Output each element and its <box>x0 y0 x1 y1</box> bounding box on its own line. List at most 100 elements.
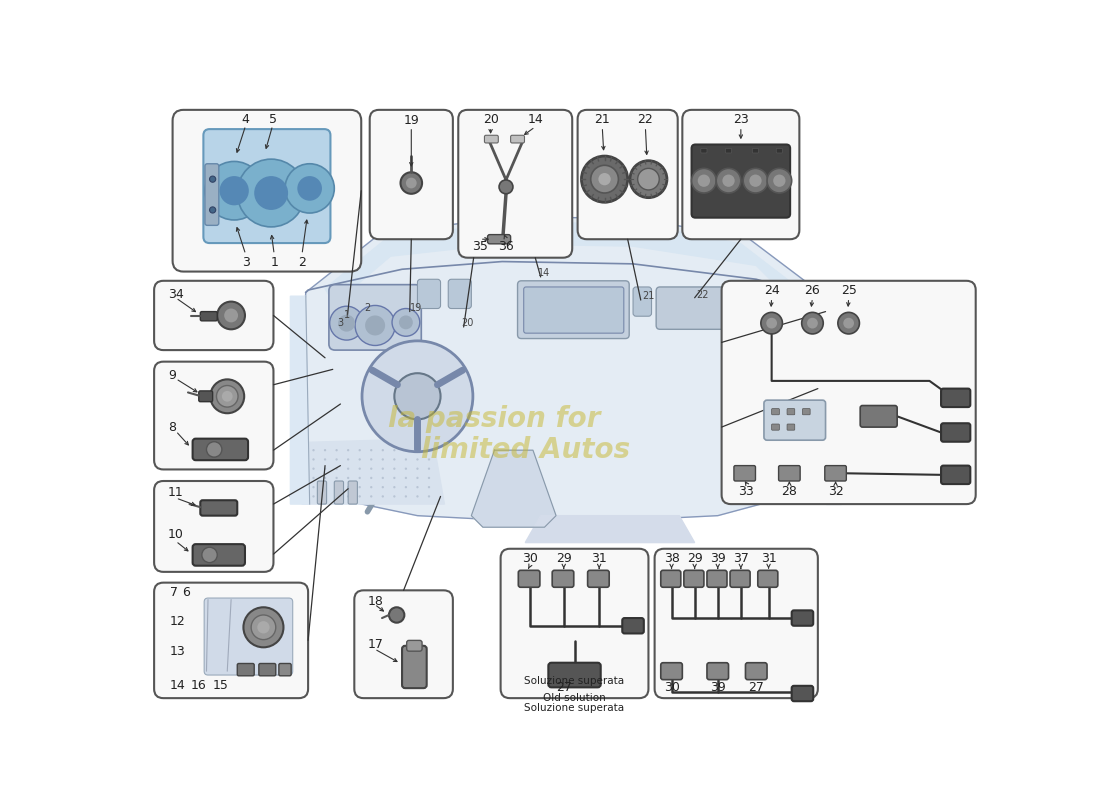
Text: 13: 13 <box>169 646 185 658</box>
Circle shape <box>370 477 373 479</box>
Circle shape <box>323 477 327 479</box>
Circle shape <box>312 467 315 470</box>
FancyBboxPatch shape <box>354 590 453 698</box>
FancyBboxPatch shape <box>684 570 704 587</box>
Circle shape <box>238 159 305 227</box>
Circle shape <box>428 486 430 488</box>
FancyBboxPatch shape <box>758 570 778 587</box>
Text: 3: 3 <box>338 318 343 328</box>
FancyBboxPatch shape <box>205 598 293 675</box>
Circle shape <box>697 174 711 187</box>
Circle shape <box>370 449 373 451</box>
FancyBboxPatch shape <box>788 424 794 430</box>
Circle shape <box>406 178 417 189</box>
Circle shape <box>243 607 284 647</box>
Circle shape <box>382 467 384 470</box>
Circle shape <box>336 477 338 479</box>
Circle shape <box>400 172 422 194</box>
Circle shape <box>312 495 315 498</box>
FancyBboxPatch shape <box>682 110 800 239</box>
FancyBboxPatch shape <box>524 287 624 333</box>
Circle shape <box>338 314 355 332</box>
Circle shape <box>359 477 361 479</box>
Circle shape <box>499 180 513 194</box>
Text: Soluzione superata: Soluzione superata <box>525 703 625 713</box>
Circle shape <box>428 477 430 479</box>
Circle shape <box>382 458 384 461</box>
Circle shape <box>205 162 264 220</box>
FancyBboxPatch shape <box>154 582 308 698</box>
FancyBboxPatch shape <box>500 549 649 698</box>
FancyBboxPatch shape <box>484 135 498 143</box>
Circle shape <box>365 315 385 335</box>
FancyBboxPatch shape <box>199 391 212 402</box>
Circle shape <box>224 309 238 322</box>
FancyBboxPatch shape <box>634 287 651 316</box>
Text: 36: 36 <box>498 241 514 254</box>
Text: 9: 9 <box>168 369 176 382</box>
Polygon shape <box>326 223 814 319</box>
Circle shape <box>416 486 419 488</box>
Text: la passion for: la passion for <box>388 406 601 434</box>
Circle shape <box>370 467 373 470</box>
Text: 8: 8 <box>168 421 176 434</box>
Circle shape <box>217 386 238 407</box>
FancyBboxPatch shape <box>154 481 274 572</box>
Text: 39: 39 <box>710 681 726 694</box>
Circle shape <box>428 458 430 461</box>
Circle shape <box>838 312 859 334</box>
Text: 31: 31 <box>592 552 607 566</box>
Circle shape <box>336 458 338 461</box>
FancyBboxPatch shape <box>772 424 779 430</box>
Circle shape <box>362 341 473 452</box>
Circle shape <box>428 495 430 498</box>
FancyBboxPatch shape <box>825 466 846 481</box>
Circle shape <box>285 164 334 213</box>
Text: 38: 38 <box>663 552 680 566</box>
FancyBboxPatch shape <box>779 466 800 481</box>
Text: 3: 3 <box>242 256 250 269</box>
Circle shape <box>389 607 405 622</box>
Circle shape <box>767 318 777 329</box>
Polygon shape <box>290 296 310 504</box>
Circle shape <box>359 449 361 451</box>
FancyBboxPatch shape <box>407 640 422 651</box>
Circle shape <box>323 458 327 461</box>
Circle shape <box>393 495 396 498</box>
Circle shape <box>359 495 361 498</box>
FancyBboxPatch shape <box>587 570 609 587</box>
Circle shape <box>638 168 659 190</box>
Circle shape <box>393 467 396 470</box>
Circle shape <box>393 486 396 488</box>
Circle shape <box>220 176 249 206</box>
Circle shape <box>723 174 735 187</box>
Circle shape <box>218 302 245 330</box>
Text: 10: 10 <box>168 529 184 542</box>
FancyBboxPatch shape <box>623 618 643 634</box>
Circle shape <box>802 312 823 334</box>
Circle shape <box>416 477 419 479</box>
Circle shape <box>416 467 419 470</box>
FancyBboxPatch shape <box>942 423 970 442</box>
FancyBboxPatch shape <box>449 279 472 309</box>
Circle shape <box>591 166 618 193</box>
Text: 26: 26 <box>804 284 821 298</box>
FancyBboxPatch shape <box>772 409 779 414</box>
FancyBboxPatch shape <box>510 135 525 143</box>
Circle shape <box>382 495 384 498</box>
Text: 7: 7 <box>169 586 177 599</box>
FancyBboxPatch shape <box>654 549 818 698</box>
Circle shape <box>370 495 373 498</box>
Circle shape <box>767 168 792 193</box>
FancyBboxPatch shape <box>279 663 292 676</box>
Circle shape <box>346 467 350 470</box>
FancyBboxPatch shape <box>348 481 358 504</box>
FancyBboxPatch shape <box>707 662 728 680</box>
Circle shape <box>744 168 768 193</box>
Text: 20: 20 <box>483 114 498 126</box>
FancyBboxPatch shape <box>792 686 813 702</box>
Polygon shape <box>290 218 842 523</box>
Text: 32: 32 <box>827 485 844 498</box>
FancyBboxPatch shape <box>192 438 249 460</box>
Text: 17: 17 <box>368 638 384 650</box>
